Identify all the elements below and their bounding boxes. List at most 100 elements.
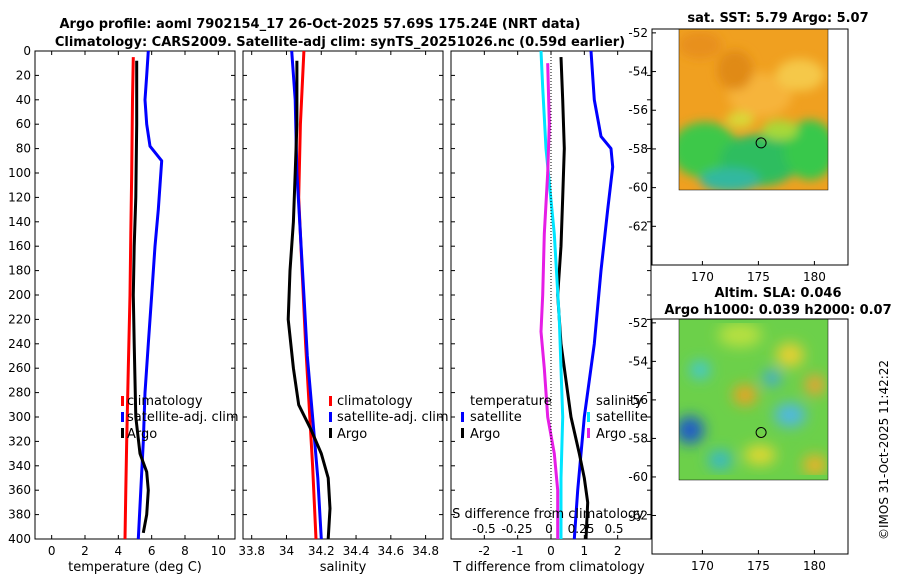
map-y-tick-label: -52 — [628, 316, 648, 330]
main-title-line2: Climatology: CARS2009. Satellite-adj cli… — [55, 35, 625, 50]
legend-label-satellite: satellite-adj. clim — [337, 410, 449, 425]
main-title-line1: Argo profile: aoml 7902154_17 26-Oct-202… — [60, 17, 581, 32]
legend-label-satellite: satellite-adj. clim — [127, 410, 239, 425]
map-y-tick-label: -58 — [628, 142, 648, 156]
difference-s-satellite-line — [539, 50, 565, 539]
sst-patch — [700, 168, 760, 190]
map-axis-ticks: 170 175 180 -52 -54 -56 -58 -60 -62 170 175 180 -52 -… — [628, 26, 849, 573]
map-axes-frame — [651, 318, 849, 555]
legend-swatch-satellite — [121, 412, 124, 422]
sst-patch — [726, 112, 754, 128]
x-tick-label: 34.2 — [308, 544, 335, 558]
x-tick-label: 4 — [115, 544, 123, 558]
map-x-tick-label: 170 — [691, 270, 714, 284]
profile-lines — [123, 50, 615, 540]
legend-title-salinity: salinity — [596, 394, 643, 409]
x-tick-label: 34.8 — [412, 544, 439, 558]
x-tick-label: 34.6 — [377, 544, 404, 558]
temperature-climatology-line — [123, 57, 135, 540]
salinity-panel — [242, 50, 444, 540]
map-y-tick-label: -54 — [628, 65, 648, 79]
temperature-argo-line — [131, 60, 150, 534]
y-tick-label: 380 — [8, 508, 31, 522]
map-y-tick-label: -56 — [628, 103, 648, 117]
map-x-tick-label: 170 — [691, 559, 714, 573]
salinity-argo-line — [286, 60, 332, 540]
legend-swatch-s-satellite — [587, 412, 590, 422]
sla-patch — [774, 403, 806, 427]
x-tick-label: 34.4 — [343, 544, 370, 558]
y-tick-label: 20 — [16, 68, 31, 82]
difference-legend: temperature satellite Argo salinity sate… — [461, 394, 648, 442]
sst-field — [679, 29, 828, 190]
sst-patch — [679, 31, 722, 59]
legend-label-argo: Argo — [127, 427, 157, 442]
sst-patch — [717, 50, 753, 90]
y-tick-label: 100 — [8, 166, 31, 180]
legend-label-s-satellite: satellite — [596, 410, 648, 425]
copyright-label: ©IMOS 31-Oct-2025 11:42:22 — [877, 360, 891, 540]
sla-patches — [679, 323, 827, 475]
s-tick-label: 0.5 — [604, 522, 623, 536]
sla-patch — [733, 385, 757, 405]
argo-position-marker — [755, 137, 767, 149]
sla-patch — [763, 370, 781, 386]
y-tick-label: 160 — [8, 239, 31, 253]
temperature-satellite-adj-clim-line — [136, 50, 164, 540]
salinity-climatology-line — [297, 50, 318, 540]
map-y-tick-label: -52 — [628, 26, 648, 40]
x-tick-label: 34 — [279, 544, 294, 558]
y-tick-label: 120 — [8, 190, 31, 204]
salinity-legend: climatology satellite-adj. clim Argo — [329, 394, 449, 442]
map-y-tick-label: -60 — [628, 470, 648, 484]
map-y-tick-label: -54 — [628, 354, 648, 368]
y-tick-label: 400 — [8, 532, 31, 546]
y-tick-label: 260 — [8, 361, 31, 375]
y-tick-label: 360 — [8, 483, 31, 497]
y-tick-label: 0 — [23, 44, 31, 58]
legend-title-temperature: temperature — [470, 394, 552, 409]
legend-label-climatology: climatology — [337, 394, 413, 409]
sla-patch — [679, 416, 704, 444]
salinity-axis-label: salinity — [320, 560, 367, 575]
difference-s-argo-line — [539, 63, 560, 539]
legend-swatch-climatology — [121, 396, 124, 406]
x-tick-label: 0 — [48, 544, 56, 558]
legend-swatch-argo — [121, 428, 124, 438]
y-tick-label: 40 — [16, 93, 31, 107]
map-y-tick-label: -60 — [628, 181, 648, 195]
difference-t-satellite-line — [572, 50, 615, 540]
s-tick-label: -0.5 — [472, 522, 495, 536]
legend-swatch-s-argo — [587, 428, 590, 438]
y-tick-label: 320 — [8, 434, 31, 448]
temperature-panel — [34, 50, 236, 540]
s-difference-ticks: -0.5 -0.25 0 0.25 0.5 — [472, 522, 623, 536]
sla-patch — [744, 445, 776, 465]
y-tick-label: 240 — [8, 337, 31, 351]
axis-ticks: 0 2 4 6 8 10020406080100120140160180200220240… — [8, 44, 651, 558]
x-tick-label: 33.8 — [238, 544, 265, 558]
y-tick-label: 180 — [8, 264, 31, 278]
sst-map-title: sat. SST: 5.79 Argo: 5.07 — [687, 11, 868, 26]
map-x-tick-label: 180 — [803, 270, 826, 284]
legend-label-s-argo: Argo — [596, 427, 626, 442]
legend-label-t-satellite: satellite — [470, 410, 522, 425]
x-tick-label: -1 — [512, 544, 524, 558]
legend-swatch-t-satellite — [461, 412, 464, 422]
sla-map — [678, 318, 829, 481]
map-x-tick-label: 180 — [803, 559, 826, 573]
temperature-axis-label: temperature (deg C) — [68, 560, 202, 575]
sst-patches — [679, 31, 828, 190]
s-difference-axis-label: S difference from climatology — [452, 507, 644, 522]
sla-field — [679, 319, 828, 480]
legend-label-argo: Argo — [337, 427, 367, 442]
sla-patch — [803, 455, 827, 475]
map-x-tick-label: 175 — [747, 559, 770, 573]
s-tick-label: -0.25 — [501, 522, 532, 536]
s-tick-label: 0 — [545, 522, 553, 536]
y-tick-label: 280 — [8, 386, 31, 400]
legend-swatch-argo — [329, 428, 332, 438]
x-tick-label: 10 — [211, 544, 226, 558]
y-tick-label: 200 — [8, 288, 31, 302]
